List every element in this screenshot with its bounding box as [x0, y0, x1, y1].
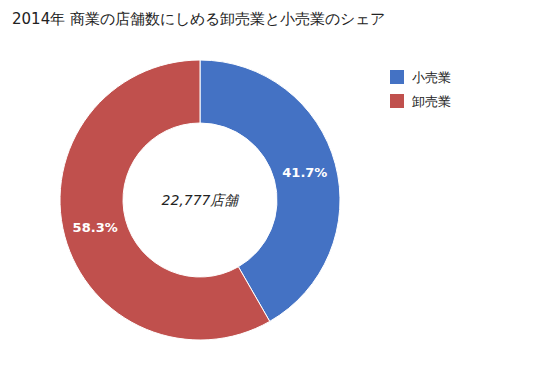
title: 2014年 商業の店舗数にしめる卸売業と小売業のシェア [12, 10, 385, 28]
chart-root: 2014年 商業の店舗数にしめる卸売業と小売業のシェア 41.7% 58.3% 22,… [0, 0, 560, 366]
legend-swatch [390, 94, 404, 108]
legend-label: 卸売業 [412, 94, 451, 109]
legend: 小売業卸売業 [390, 70, 451, 109]
center-text: 22,777店舗 [162, 192, 241, 208]
legend-swatch [390, 70, 404, 84]
data-label: 41.7% [282, 165, 327, 180]
legend-label: 小売業 [412, 70, 451, 85]
data-label: 58.3% [73, 220, 118, 235]
labels: 41.7% 58.3% 22,777店舗 [73, 165, 328, 236]
legend-item: 小売業 [390, 70, 451, 85]
legend-item: 卸売業 [390, 94, 451, 109]
plot [60, 60, 340, 340]
slice [60, 60, 270, 340]
